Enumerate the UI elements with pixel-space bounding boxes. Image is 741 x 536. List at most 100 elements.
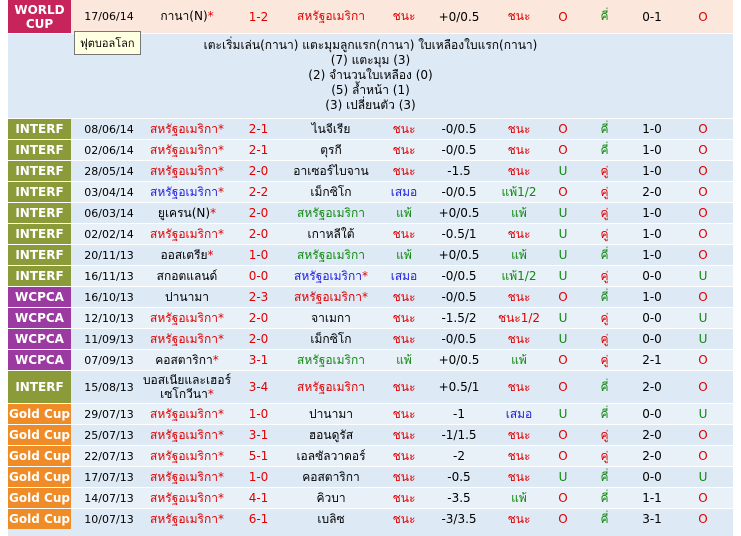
league-cell: INTERF — [8, 202, 71, 224]
home-team-cell[interactable]: บอสเนียและเฮอร์เซโกวีนา* — [139, 370, 235, 404]
home-team-cell[interactable]: คอสตาริกา* — [139, 349, 235, 371]
home-star: * — [207, 247, 214, 262]
home-team-cell[interactable]: สหรัฐอเมริกา* — [139, 160, 235, 182]
handicap-cell: -2 — [428, 445, 490, 467]
home-star: * — [217, 448, 224, 463]
match-row[interactable]: Gold Cup 10/07/13 สหรัฐอเมริกา* 6-1 เบลิซ ชนะ… — [8, 508, 733, 530]
halftime-score-cell: 2-0 — [631, 370, 673, 404]
home-team-name: สหรัฐอเมริกา — [150, 331, 218, 346]
away-team-cell[interactable]: เม็กซิโก — [282, 181, 380, 203]
home-star: * — [217, 511, 224, 526]
home-team-cell[interactable]: สกอตแลนด์ — [139, 265, 235, 287]
home-team-cell[interactable]: สหรัฐอเมริกา* — [139, 118, 235, 140]
handicap-result-cell: ชนะ1/2 — [490, 307, 548, 329]
away-team-cell[interactable]: สหรัฐอเมริกา — [282, 244, 380, 266]
halftime-score-cell: 1-0 — [631, 160, 673, 182]
match-row[interactable]: Gold Cup 25/07/13 สหรัฐอเมริกา* 3-1 ฮอนดูรัส… — [8, 424, 733, 446]
home-team-cell[interactable]: สหรัฐอเมริกา* — [139, 487, 235, 509]
handicap-result-cell: ชนะ — [490, 139, 548, 161]
away-team-cell[interactable]: ไนจีเรีย — [282, 118, 380, 140]
handicap-result-cell: แพ้ — [490, 202, 548, 224]
halftime-score-cell: 1-0 — [631, 223, 673, 245]
home-team-cell[interactable]: ปานามา — [139, 286, 235, 308]
home-team-cell[interactable]: สหรัฐอเมริกา* — [139, 307, 235, 329]
halftime-score-cell: 0-0 — [631, 466, 673, 488]
match-row[interactable]: WCPCA 16/10/13 ปานามา 2-3 สหรัฐอเมริกา* ชนะ -0… — [8, 286, 733, 308]
detail-line: (3) เปลี่ยนตัว (3) — [325, 98, 416, 112]
away-team-cell[interactable]: สหรัฐอเมริกา* — [282, 265, 380, 287]
odd-even-cell: คู่ — [578, 307, 631, 329]
away-team-name: สหรัฐอเมริกา — [294, 268, 362, 283]
home-star: * — [217, 331, 224, 346]
away-team-cell[interactable]: คิวบา — [282, 487, 380, 509]
away-team-cell[interactable]: อาเซอร์ไบจาน — [282, 160, 380, 182]
home-team-cell[interactable]: สหรัฐอเมริกา* — [139, 328, 235, 350]
away-team-cell[interactable]: คอสตาริกา — [282, 466, 380, 488]
match-row[interactable]: INTERF 16/11/13 สกอตแลนด์ 0-0 สหรัฐอเมริกา* เ… — [8, 265, 733, 287]
match-row[interactable]: WCPCA 07/09/13 คอสตาริกา* 3-1 สหรัฐอเมริกา แพ… — [8, 349, 733, 371]
home-team-cell[interactable]: สหรัฐอเมริกา* — [139, 424, 235, 446]
date-cell: 17/07/13 — [71, 466, 139, 488]
home-team-cell[interactable]: สหรัฐอเมริกา* — [139, 223, 235, 245]
away-team-cell[interactable]: ฮอนดูรัส — [282, 424, 380, 446]
league-cell: INTERF — [8, 223, 71, 245]
home-team-cell[interactable]: สหรัฐอเมริกา* — [139, 466, 235, 488]
league-cell: INTERF — [8, 118, 71, 140]
match-row[interactable]: INTERF 02/06/14 สหรัฐอเมริกา* 2-1 ตุรกี ชนะ -0… — [8, 139, 733, 161]
match-row[interactable]: INTERF 08/06/14 สหรัฐอเมริกา* 2-1 ไนจีเรีย ชน… — [8, 118, 733, 140]
date-cell: 25/07/13 — [71, 424, 139, 446]
odd-even-cell: คี่ — [578, 508, 631, 530]
handicap-cell: +0.5/1 — [428, 370, 490, 404]
home-team-cell[interactable]: สหรัฐอเมริกา* — [139, 403, 235, 425]
result-cell: ชนะ — [380, 328, 428, 350]
match-row[interactable]: INTERF 15/08/13 บอสเนียและเฮอร์เซโกวีนา* 3-… — [8, 370, 733, 404]
handicap-cell: -0.5/1 — [428, 223, 490, 245]
home-team-cell[interactable]: ยูเครน(N)* — [139, 202, 235, 224]
away-team-cell[interactable]: เกาหลีใต้ — [282, 223, 380, 245]
match-row[interactable]: Gold Cup 14/07/13 สหรัฐอเมริกา* 4-1 คิวบา ชนะ… — [8, 487, 733, 509]
away-team-cell[interactable]: ปานามา — [282, 403, 380, 425]
match-row[interactable]: WCPCA 11/09/13 สหรัฐอเมริกา* 2-0 เม็กซิโก ชนะ… — [8, 328, 733, 350]
home-team-cell[interactable]: สหรัฐอเมริกา* — [139, 139, 235, 161]
away-team-cell[interactable]: เบลิซ — [282, 508, 380, 530]
away-team-cell[interactable]: สหรัฐอเมริกา* — [282, 286, 380, 308]
home-team-cell[interactable]: สหรัฐอเมริกา* — [139, 181, 235, 203]
match-row[interactable]: WCPCA 12/10/13 สหรัฐอเมริกา* 2-0 จาเมกา ชนะ -1… — [8, 307, 733, 329]
match-row[interactable]: INTERF 03/04/14 สหรัฐอเมริกา* 2-2 เม็กซิโก เส… — [8, 181, 733, 203]
away-team-cell[interactable]: สหรัฐอเมริกา — [282, 349, 380, 371]
home-team-cell[interactable]: สหรัฐอเมริกา* — [139, 445, 235, 467]
over-under-cell: O — [548, 118, 578, 140]
match-row[interactable]: Gold Cup 22/07/13 สหรัฐอเมริกา* 5-1 เอลซัลวา… — [8, 445, 733, 467]
match-row[interactable]: INTERF 28/05/14 สหรัฐอเมริกา* 2-0 อาเซอร์ไบจ… — [8, 160, 733, 182]
match-row[interactable]: INTERF 02/02/14 สหรัฐอเมริกา* 2-0 เกาหลีใต้ช… — [8, 223, 733, 245]
away-team-name: เบลิซ — [317, 511, 345, 526]
match-row[interactable]: WORLD CUP 17/06/14 กานา(N)* 1-2 สหรัฐอเมริกา… — [8, 0, 733, 34]
match-row[interactable]: INTERF 06/03/14 ยูเครน(N)* 2-0 สหรัฐอเมริกาแ… — [8, 202, 733, 224]
home-team-name: ออสเตรีย — [160, 247, 208, 262]
away-team-cell[interactable]: เอลซัลวาดอร์ — [282, 445, 380, 467]
home-team-cell[interactable]: สหรัฐอเมริกา* — [139, 508, 235, 530]
match-row[interactable]: INTERF 20/11/13 ออสเตรีย* 1-0 สหรัฐอเมริกา แพ… — [8, 244, 733, 266]
handicap-result-cell: ชนะ — [490, 0, 548, 34]
league-cell: WCPCA — [8, 349, 71, 371]
over-under-cell: U — [548, 265, 578, 287]
home-team-name: ปานามา — [165, 289, 209, 304]
match-row[interactable]: Gold Cup 17/07/13 สหรัฐอเมริกา* 1-0 คอสตาริก… — [8, 466, 733, 488]
match-detail-cell: เตะเริ่มเล่น(กานา) แตะมุมลูกแรก(กานา) ใบ… — [8, 33, 733, 119]
match-row[interactable]: Gold Cup 29/07/13 สหรัฐอเมริกา* 1-0 ปานามา ชน… — [8, 403, 733, 425]
away-team-cell[interactable]: ตุรกี — [282, 139, 380, 161]
away-team-cell[interactable]: สหรัฐอเมริกา — [282, 0, 380, 34]
away-team-cell[interactable]: สหรัฐอเมริกา — [282, 370, 380, 404]
away-team-cell[interactable]: จาเมกา — [282, 307, 380, 329]
handicap-result-cell: แพ้ — [490, 487, 548, 509]
first-half-ou-cell: O — [673, 223, 733, 245]
away-team-cell[interactable]: สหรัฐอเมริกา — [282, 202, 380, 224]
detail-line: เตะเริ่มเล่น(กานา) แตะมุมลูกแรก(กานา) ใบ… — [203, 38, 538, 52]
score-cell: 2-0 — [235, 223, 282, 245]
halftime-score-cell: 0-0 — [631, 328, 673, 350]
away-team-cell[interactable]: เม็กซิโก — [282, 328, 380, 350]
home-team-cell[interactable]: กานา(N)* — [139, 0, 235, 34]
date-cell: 02/06/14 — [71, 139, 139, 161]
away-team-name: ฮอนดูรัส — [308, 427, 354, 442]
home-team-cell[interactable]: ออสเตรีย* — [139, 244, 235, 266]
